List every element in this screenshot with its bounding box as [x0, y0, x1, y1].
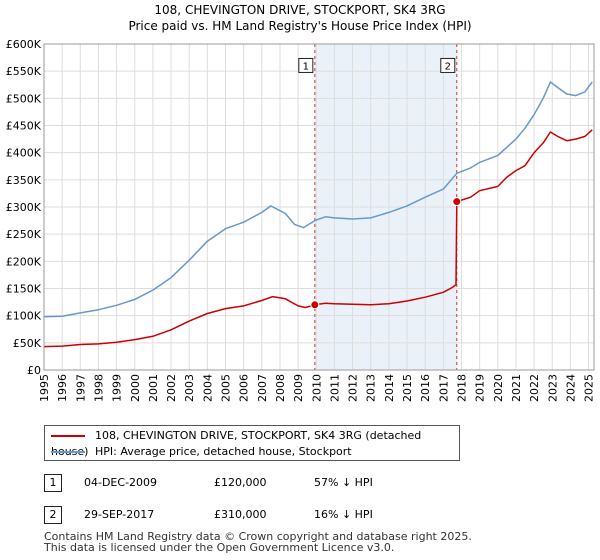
- y-tick-label: £0: [27, 364, 41, 377]
- x-tick-label: 2003: [183, 374, 196, 402]
- legend-item-hpi: HPI: Average price, detached house, Stoc…: [51, 444, 352, 460]
- y-tick-label: £450K: [6, 120, 42, 133]
- x-tick-label: 2016: [419, 374, 432, 402]
- legend-swatch-hpi: [51, 451, 85, 453]
- x-tick-label: 2000: [129, 374, 142, 402]
- x-tick-label: 2009: [292, 374, 305, 402]
- sale-marker-label-2: 2: [445, 61, 451, 72]
- chart-title-line-2: Price paid vs. HM Land Registry's House …: [128, 19, 472, 33]
- y-tick-label: £250K: [6, 228, 42, 241]
- sale-hpi-comparison: 16% ↓ HPI: [314, 508, 373, 521]
- y-tick-label: £350K: [6, 174, 42, 187]
- x-tick-label: 1998: [92, 374, 105, 402]
- x-tick-label: 2005: [220, 374, 233, 402]
- legend-swatch-property: [51, 435, 85, 437]
- x-tick-label: 2024: [564, 374, 577, 402]
- footer-line-1: Contains HM Land Registry data © Crown c…: [44, 530, 472, 543]
- x-tick-label: 2008: [274, 374, 287, 402]
- sale-marker-badge-1: [298, 57, 314, 73]
- sale-number-badge: 2: [44, 506, 62, 524]
- x-tick-label: 2018: [455, 374, 468, 402]
- y-tick-label: £50K: [13, 337, 42, 350]
- x-tick-label: 2014: [383, 374, 396, 402]
- x-tick-label: 2022: [528, 374, 541, 402]
- sale-price: £120,000: [214, 476, 267, 489]
- x-tick-label: 2015: [401, 374, 414, 402]
- y-tick-label: £500K: [6, 92, 42, 105]
- x-tick-label: 2025: [583, 374, 596, 402]
- price-chart: £0 £50K £100K £150K £200K £250K £300K £350K £400…: [6, 38, 596, 402]
- y-tick-label: £600K: [6, 38, 42, 51]
- sale-point-1: [310, 300, 320, 310]
- footer-line-2: This data is licensed under the Open Gov…: [44, 541, 395, 554]
- chart-title-line-1: 108, CHEVINGTON DRIVE, STOCKPORT, SK4 3R…: [154, 3, 446, 17]
- x-tick-label: 2023: [546, 374, 559, 402]
- sale-number-badge: 1: [44, 474, 62, 492]
- y-tick-label: £100K: [6, 310, 42, 323]
- x-tick-label: 2004: [201, 374, 214, 402]
- x-tick-label: 2013: [365, 374, 378, 402]
- x-tick-label: 2019: [474, 374, 487, 402]
- chart-title: 108, CHEVINGTON DRIVE, STOCKPORT, SK4 3R…: [0, 2, 600, 34]
- x-tick-label: 1997: [74, 374, 87, 402]
- x-tick-label: 2002: [165, 374, 178, 402]
- sale-date: 29-SEP-2017: [84, 508, 155, 521]
- sale-price: £310,000: [214, 508, 267, 521]
- property-series-line: [43, 129, 593, 348]
- x-tick-label: 2021: [510, 374, 523, 402]
- x-tick-label: 2001: [147, 374, 160, 402]
- sale-point-2: [452, 197, 462, 207]
- sale-hpi-comparison: 57% ↓ HPI: [314, 476, 373, 489]
- y-tick-label: £550K: [6, 65, 42, 78]
- legend-label-hpi: HPI: Average price, detached house, Stoc…: [95, 445, 352, 458]
- sale-marker-badge-2: [440, 57, 456, 73]
- footer-attribution: Contains HM Land Registry data © Crown c…: [44, 531, 472, 553]
- y-tick-label: £150K: [6, 283, 42, 296]
- y-tick-label: £400K: [6, 147, 42, 160]
- x-tick-label: 2007: [256, 374, 269, 402]
- x-tick-label: 2012: [347, 374, 360, 402]
- y-tick-label: £200K: [6, 255, 42, 268]
- legend-item-property: 108, CHEVINGTON DRIVE, STOCKPORT, SK4 3R…: [51, 428, 459, 458]
- plot-frame: [43, 43, 595, 371]
- y-tick-label: £300K: [6, 201, 42, 214]
- x-tick-label: 1996: [56, 374, 69, 402]
- x-tick-label: 2020: [492, 374, 505, 402]
- x-tick-label: 2017: [437, 374, 450, 402]
- hpi-series-line: [43, 81, 593, 318]
- x-tick-label: 2006: [238, 374, 251, 402]
- x-tick-label: 1999: [111, 374, 124, 402]
- sale-marker-label-1: 1: [303, 61, 309, 72]
- x-tick-label: 2011: [328, 374, 341, 402]
- sale-date: 04-DEC-2009: [84, 476, 158, 489]
- legend: 108, CHEVINGTON DRIVE, STOCKPORT, SK4 3R…: [44, 425, 460, 461]
- x-tick-label: 2010: [310, 374, 323, 402]
- x-tick-label: 1995: [38, 374, 51, 402]
